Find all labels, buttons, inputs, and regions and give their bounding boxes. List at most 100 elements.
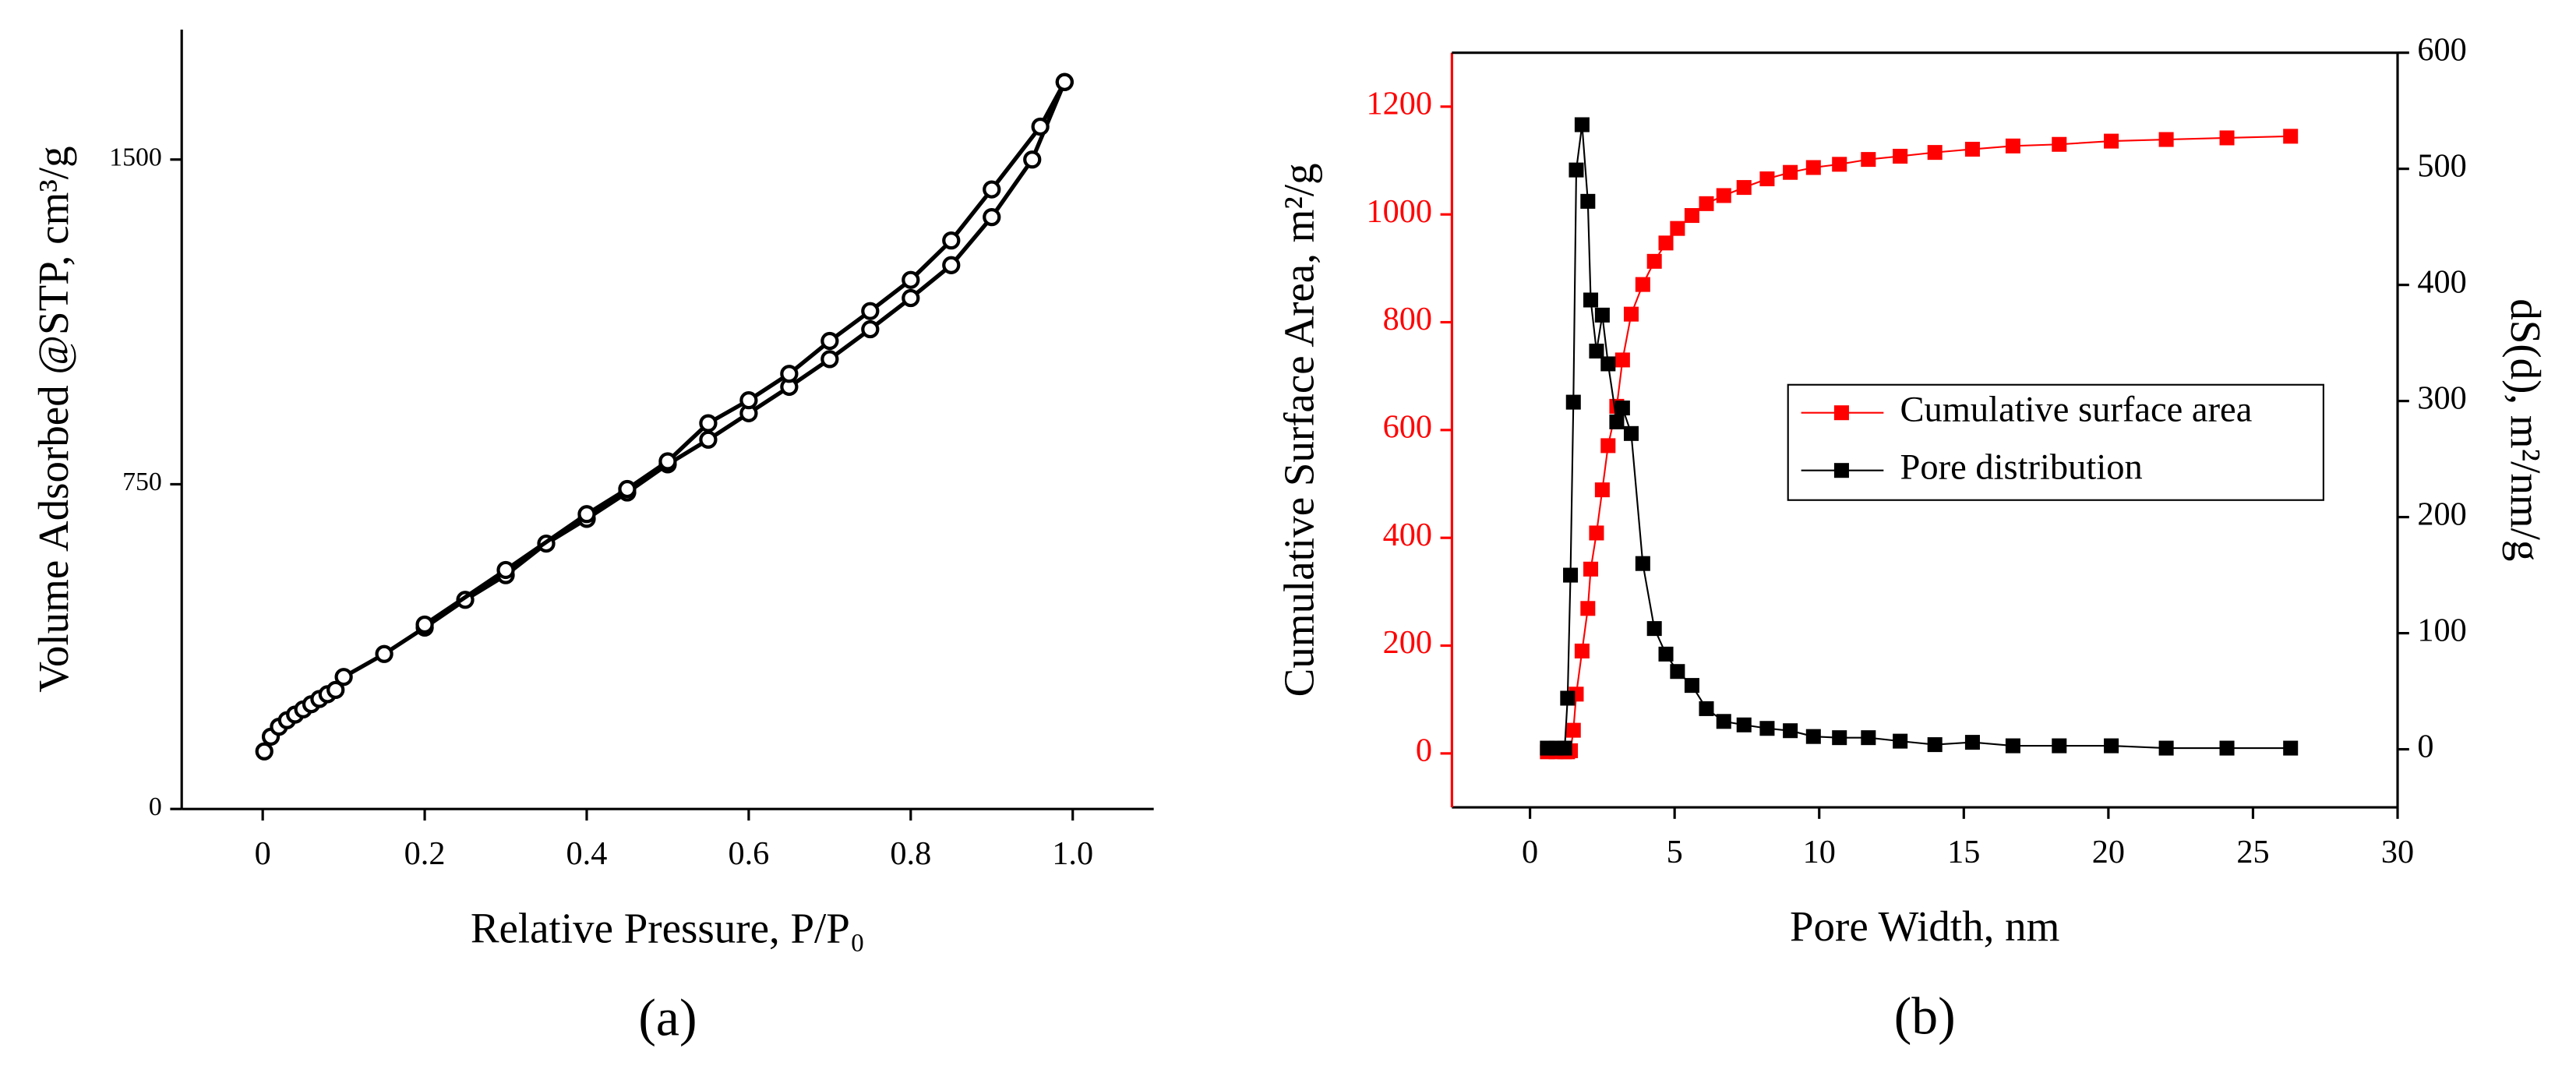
point: [1031, 117, 1050, 136]
point: [1684, 678, 1699, 694]
x-tick-label: 0.4: [566, 835, 608, 872]
point: [496, 560, 515, 580]
y2-tick-label: 300: [2417, 379, 2466, 416]
point: [1055, 72, 1074, 91]
point: [2104, 738, 2119, 754]
y-tick-label: 600: [1383, 409, 1432, 446]
point: [1635, 277, 1650, 292]
point: [1583, 561, 1599, 577]
point: [1580, 193, 1596, 209]
point: [2005, 138, 2020, 154]
y-tick-label: 1200: [1366, 86, 1432, 122]
x-tick-label: 5: [1667, 834, 1683, 870]
y-tick-label: 1000: [1366, 193, 1432, 230]
y2-tick-label: 600: [2417, 31, 2466, 68]
y-tick-label: 0: [1416, 732, 1432, 769]
y-tick-label: 400: [1383, 517, 1432, 553]
point: [902, 288, 920, 308]
legend-box: [1787, 383, 2324, 501]
y2-tick-label: 500: [2417, 147, 2466, 184]
point: [2219, 130, 2235, 146]
point: [326, 680, 345, 699]
point: [1623, 306, 1639, 322]
point: [1646, 621, 1662, 637]
point: [1600, 438, 1616, 454]
x-axis-title: Relative Pressure, P/P₀: [471, 904, 865, 951]
x-tick-label: 20: [2092, 834, 2125, 870]
point: [2283, 740, 2299, 756]
legend-label: Pore distribution: [1900, 447, 2142, 487]
point: [1670, 221, 1685, 236]
point: [1646, 253, 1662, 269]
x-tick-label: 0: [255, 835, 271, 872]
y-tick-label: 800: [1383, 301, 1432, 337]
point: [1964, 735, 1980, 750]
point: [699, 414, 718, 432]
y2-tick-label: 0: [2417, 728, 2433, 764]
point: [2158, 740, 2174, 756]
point: [739, 391, 758, 410]
point: [1699, 701, 1714, 716]
legend-marker: [1833, 405, 1849, 421]
point: [699, 430, 718, 449]
point: [780, 365, 799, 383]
point: [1783, 723, 1798, 739]
point: [2104, 133, 2119, 149]
point: [902, 270, 920, 289]
point: [1861, 152, 1876, 168]
point: [1614, 352, 1630, 368]
point: [1594, 307, 1610, 323]
point: [942, 256, 961, 274]
point: [1658, 646, 1674, 662]
point: [1614, 401, 1630, 416]
point: [2158, 132, 2174, 147]
point: [1574, 117, 1590, 132]
point: [1623, 425, 1639, 441]
point: [1805, 729, 1821, 744]
point: [1861, 730, 1876, 746]
y2-axis-title: dS(d), m²/nm/g: [2502, 298, 2550, 561]
point: [1658, 235, 1674, 251]
point: [415, 615, 434, 634]
point: [1565, 722, 1581, 738]
y-axis-title: Volume Adsorbed @STP, cm³/g: [30, 146, 77, 692]
x-tick-label: 10: [1803, 834, 1836, 870]
point: [1560, 690, 1576, 706]
point: [1023, 150, 1042, 169]
point: [1589, 344, 1604, 359]
point: [1574, 643, 1590, 658]
y-tick-label: 1500: [109, 143, 162, 172]
point: [1783, 164, 1798, 180]
point: [2052, 136, 2067, 152]
point: [1964, 141, 1980, 157]
x-tick-label: 0.2: [404, 835, 446, 872]
x-tick-label: 0.8: [890, 835, 931, 872]
point: [1927, 737, 1943, 753]
point: [1557, 740, 1572, 756]
point: [1716, 714, 1731, 729]
point: [1832, 730, 1847, 746]
point: [618, 479, 637, 499]
point: [1609, 414, 1625, 429]
point: [1805, 160, 1821, 175]
point: [820, 331, 839, 351]
x-tick-label: 15: [1947, 834, 1980, 870]
point: [983, 208, 1001, 227]
point: [1832, 157, 1847, 172]
y2-tick-label: 100: [2417, 612, 2466, 648]
point: [942, 231, 961, 250]
legend-marker: [1833, 463, 1849, 478]
point: [1927, 145, 1943, 161]
point: [1736, 717, 1752, 732]
y2-tick-label: 200: [2417, 496, 2466, 532]
point: [1600, 356, 1616, 372]
point: [1759, 171, 1775, 187]
x-tick-label: 25: [2236, 834, 2269, 870]
x-axis-title: Pore Width, nm: [1790, 902, 2059, 950]
point: [1569, 162, 1584, 178]
point: [861, 319, 880, 339]
point: [983, 180, 1001, 199]
x-tick-label: 30: [2381, 834, 2414, 870]
point: [1684, 208, 1699, 224]
